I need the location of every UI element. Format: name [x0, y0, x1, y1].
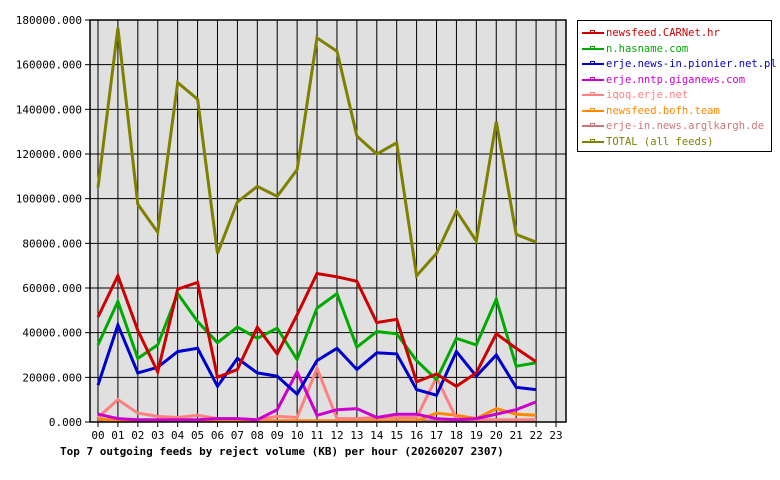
x-tick-label: 04 — [171, 429, 185, 442]
y-tick-label: 0.000 — [49, 416, 82, 429]
y-tick-label: 60000.000 — [22, 282, 82, 295]
legend-line-marker-icon — [582, 76, 604, 81]
x-tick-label: 21 — [510, 429, 523, 442]
legend-line-marker-icon — [582, 138, 604, 143]
series-line-7 — [96, 27, 537, 280]
x-tick-label: 07 — [231, 429, 244, 442]
x-tick-label: 02 — [131, 429, 144, 442]
legend-item: n.hasname.com — [582, 42, 688, 56]
legend-label: iqoq.erje.net — [606, 89, 689, 101]
legend-item: newsfeed.bofh.team — [582, 104, 720, 118]
x-tick-label: 05 — [191, 429, 204, 442]
y-tick-label: 120000.000 — [16, 148, 82, 161]
y-tick-label: 180000.000 — [16, 14, 82, 27]
y-axis-ticks: 0.000 20000.000 40000.000 60000.000 80000.00… — [16, 14, 90, 429]
legend-item: TOTAL (all feeds) — [582, 135, 713, 149]
x-tick-label: 14 — [370, 429, 384, 442]
x-tick-label: 13 — [350, 429, 363, 442]
x-tick-label: 10 — [291, 429, 304, 442]
x-tick-label: 03 — [151, 429, 164, 442]
legend-line-marker-icon — [582, 92, 604, 96]
legend: newsfeed.CARNet.hr n.hasname.com erje.news… — [577, 20, 777, 152]
legend-line-marker-icon — [582, 45, 604, 50]
x-tick-label: 11 — [310, 429, 323, 442]
x-tick-label: 06 — [211, 429, 224, 442]
legend-label: newsfeed.bofh.team — [606, 104, 720, 117]
legend-label: n.hasname.com — [606, 42, 689, 55]
x-tick-label: 18 — [450, 429, 463, 442]
x-tick-label: 00 — [91, 429, 104, 442]
y-tick-label: 160000.000 — [16, 59, 82, 72]
x-tick-label: 08 — [251, 429, 264, 442]
legend-label: erje-in.news.arglkargh.de — [606, 120, 765, 132]
y-tick-label: 80000.000 — [22, 237, 82, 250]
x-tick-label: 16 — [410, 429, 423, 442]
series-line-3 — [97, 368, 537, 422]
legend-line-marker-icon — [582, 107, 604, 112]
legend-line-marker-icon — [582, 61, 604, 65]
legend-label: erje.nntp.giganews.com — [606, 73, 746, 86]
legend-label: erje.news-in.pionier.net.pl — [606, 58, 777, 70]
legend-item: erje.nntp.giganews.com — [582, 73, 745, 87]
x-tick-label: 23 — [549, 429, 562, 442]
x-axis-ticks: 00 01 02 03 04 05 06 07 08 09 10 11 12 13 14 15 16 17 18 19… — [91, 422, 563, 442]
series-lines — [96, 27, 537, 423]
y-tick-label: 40000.000 — [22, 327, 82, 340]
x-tick-label: 12 — [330, 429, 343, 442]
x-tick-label: 19 — [470, 429, 483, 442]
x-tick-label: 09 — [271, 429, 284, 442]
plot-border — [89, 19, 567, 423]
series-line-0 — [96, 271, 537, 389]
legend-label: newsfeed.CARNet.hr — [606, 27, 720, 39]
y-tick-label: 20000.000 — [22, 371, 82, 384]
legend-item: iqoq.erje.net — [582, 88, 688, 102]
series-line-2 — [96, 320, 537, 397]
legend-label: TOTAL (all feeds) — [606, 135, 714, 148]
legend-item: erje-in.news.arglkargh.de — [582, 119, 764, 133]
y-tick-label: 100000.000 — [16, 193, 82, 206]
x-tick-label: 22 — [529, 429, 542, 442]
y-tick-label: 140000.000 — [16, 103, 82, 116]
grid-lines — [90, 19, 566, 423]
x-tick-label: 20 — [490, 429, 503, 442]
legend-line-marker-icon — [582, 30, 604, 34]
x-tick-label: 01 — [111, 429, 124, 442]
chart-title: Top 7 outgoing feeds by reject volume (K… — [60, 445, 504, 458]
x-tick-label: 15 — [390, 429, 403, 442]
legend-item: erje.news-in.pionier.net.pl — [582, 57, 777, 71]
x-tick-label: 17 — [430, 429, 443, 442]
legend-line-marker-icon — [582, 123, 604, 127]
legend-item: newsfeed.CARNet.hr — [582, 26, 720, 40]
